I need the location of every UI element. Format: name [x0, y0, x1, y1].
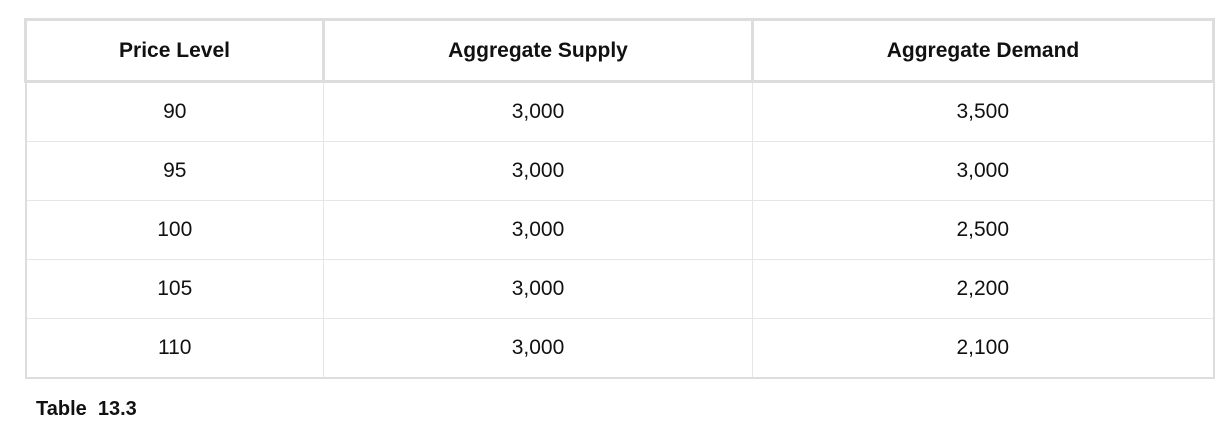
cell-price-level: 90 [24, 81, 324, 142]
cell-aggregate-demand: 3,000 [752, 141, 1215, 201]
table-row: 100 3,000 2,500 [24, 200, 1215, 260]
cell-aggregate-demand: 2,500 [752, 200, 1215, 260]
table-row: 110 3,000 2,100 [24, 318, 1215, 379]
cell-price-level: 110 [24, 318, 324, 379]
table-row: 105 3,000 2,200 [24, 259, 1215, 319]
cell-aggregate-supply: 3,000 [323, 318, 753, 379]
header-aggregate-demand: Aggregate Demand [751, 18, 1215, 83]
cell-aggregate-demand: 2,100 [752, 318, 1215, 379]
cell-aggregate-demand: 2,200 [752, 259, 1215, 319]
data-table-container: Price Level Aggregate Supply Aggregate D… [24, 18, 1215, 379]
table-row: 95 3,000 3,000 [24, 141, 1215, 201]
cell-aggregate-demand: 3,500 [752, 81, 1215, 142]
cell-aggregate-supply: 3,000 [323, 81, 753, 142]
cell-aggregate-supply: 3,000 [323, 259, 753, 319]
header-aggregate-supply: Aggregate Supply [322, 18, 754, 83]
table-row: 90 3,000 3,500 [24, 81, 1215, 142]
aggregate-table: Price Level Aggregate Supply Aggregate D… [24, 18, 1215, 379]
cell-price-level: 100 [24, 200, 324, 260]
table-caption: Table 13.3 [36, 398, 137, 420]
cell-price-level: 105 [24, 259, 324, 319]
cell-price-level: 95 [24, 141, 324, 201]
cell-aggregate-supply: 3,000 [323, 200, 753, 260]
cell-aggregate-supply: 3,000 [323, 141, 753, 201]
header-price-level: Price Level [24, 18, 325, 83]
table-header-row: Price Level Aggregate Supply Aggregate D… [24, 18, 1215, 83]
